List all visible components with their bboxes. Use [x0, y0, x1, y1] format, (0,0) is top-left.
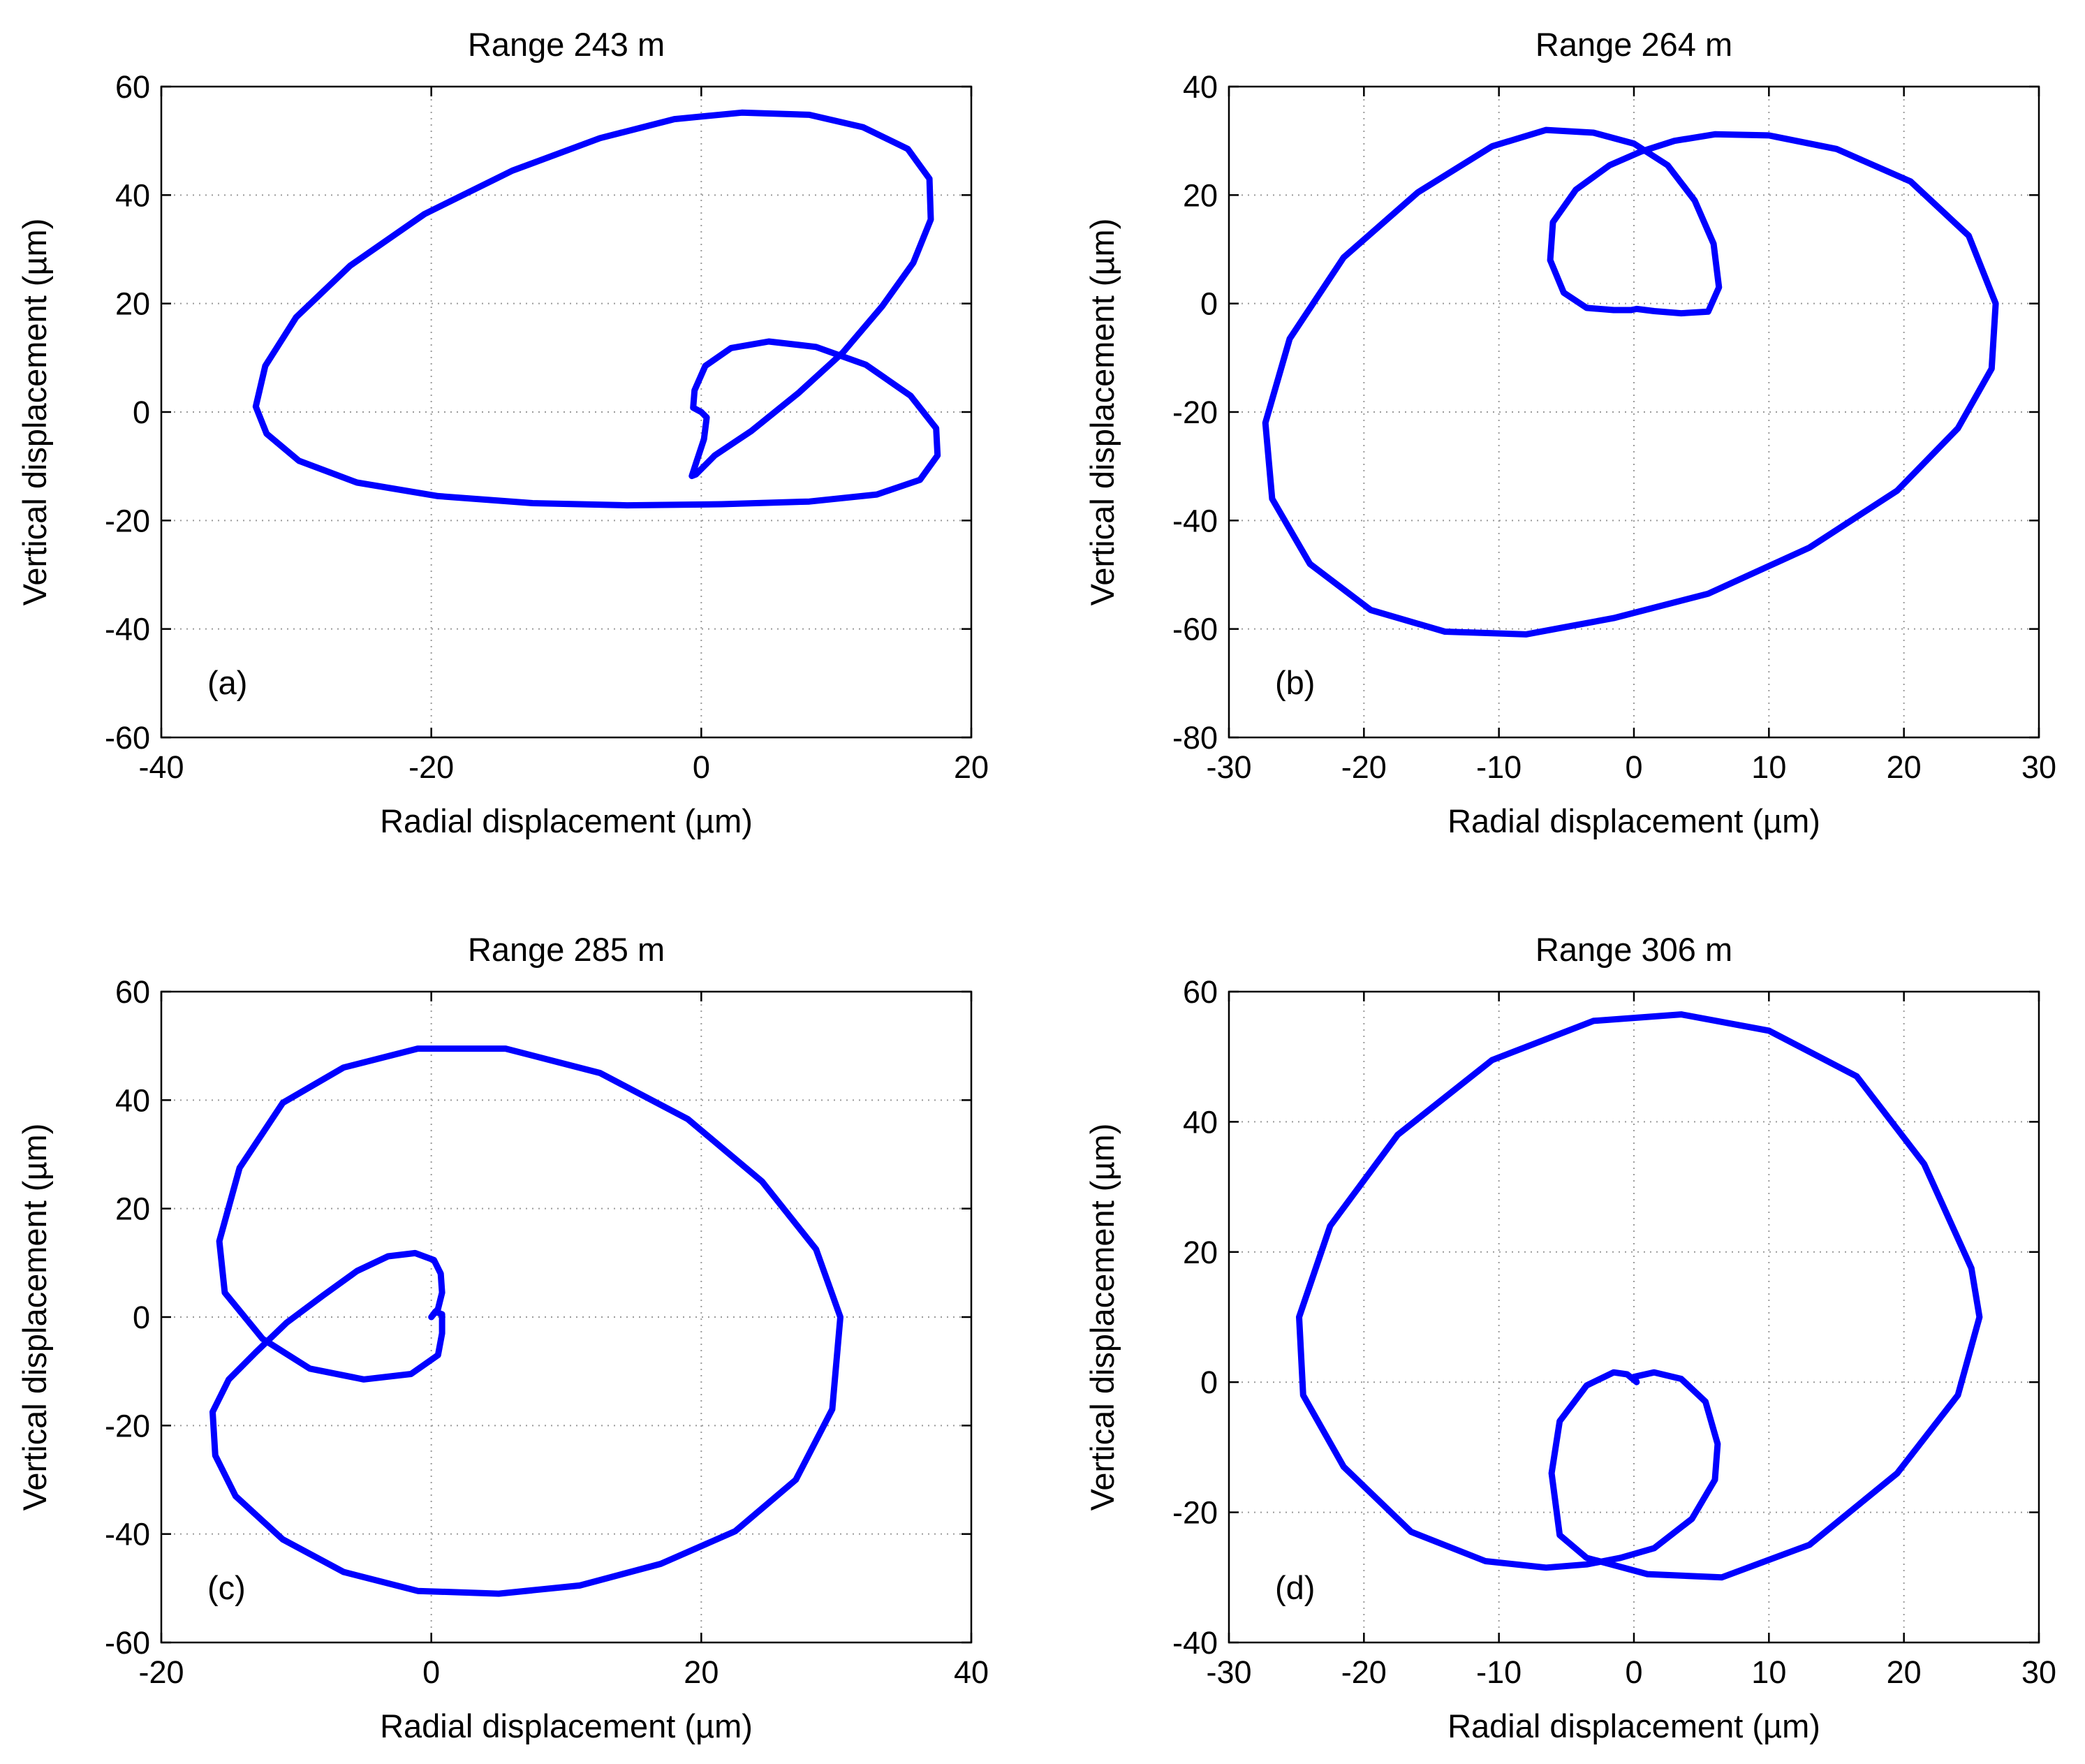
chart-c-title: Range 285 m [468, 931, 665, 968]
chart-b-xtick-label-3: 0 [1625, 749, 1642, 785]
chart-c-xtick-label-3: 40 [954, 1654, 989, 1690]
chart-b-ytick-label-1: -60 [1172, 612, 1218, 647]
chart-d-xtick-label-5: 20 [1887, 1654, 1922, 1690]
chart-b-ylabel: Vertical displacement (µm) [1084, 219, 1121, 606]
chart-d-ytick-label-2: 0 [1200, 1365, 1218, 1400]
chart-d-xtick-label-2: -10 [1476, 1654, 1522, 1690]
chart-c-ytick-label-0: -60 [105, 1625, 150, 1661]
chart-d-xtick-label-1: -20 [1341, 1654, 1387, 1690]
chart-d-ytick-label-5: 60 [1183, 974, 1218, 1010]
chart-c-series-line-0 [209, 1045, 843, 1597]
chart-a-ytick-label-3: 0 [133, 395, 150, 430]
chart-c-ytick-label-4: 20 [115, 1191, 150, 1227]
chart-d-ytick-label-0: -40 [1172, 1625, 1218, 1661]
chart-a-xtick-label-1: -20 [408, 749, 454, 785]
chart-b-ytick-label-5: 20 [1183, 177, 1218, 213]
chart-d-panel-label: (d) [1275, 1569, 1315, 1606]
chart-d-title: Range 306 m [1535, 931, 1732, 968]
chart-b-xtick-label-2: -10 [1476, 749, 1522, 785]
chart-d-xtick-label-0: -30 [1206, 1654, 1251, 1690]
chart-b-panel-label: (b) [1275, 664, 1315, 701]
chart-d-ylabel: Vertical displacement (µm) [1084, 1124, 1121, 1511]
chart-a-title: Range 243 m [468, 26, 665, 63]
chart-c-xlabel: Radial displacement (µm) [380, 1707, 753, 1744]
chart-d-series-line-0 [1296, 1011, 1983, 1581]
chart-a-ylabel: Vertical displacement (µm) [16, 219, 53, 606]
chart-b-ytick-label-3: -20 [1172, 395, 1218, 430]
chart-d-xlabel: Radial displacement (µm) [1447, 1707, 1820, 1744]
chart-a-ytick-label-4: 20 [115, 286, 150, 322]
chart-b-xtick-label-0: -30 [1206, 749, 1251, 785]
chart-b-xtick-label-5: 20 [1887, 749, 1922, 785]
chart-a-ytick-label-6: 60 [115, 69, 150, 105]
chart-b-xtick-label-4: 10 [1751, 749, 1786, 785]
chart-d-xtick-label-4: 10 [1751, 1654, 1786, 1690]
chart-a-ytick-label-2: -20 [105, 503, 150, 538]
chart-c-xtick-label-0: -20 [138, 1654, 184, 1690]
chart-b-ytick-label-4: 0 [1200, 286, 1218, 322]
chart-d-ytick-label-1: -20 [1172, 1495, 1218, 1531]
chart-a-xtick-label-3: 20 [954, 749, 989, 785]
chart-b-ytick-label-0: -80 [1172, 720, 1218, 756]
chart-a-xlabel: Radial displacement (µm) [380, 802, 753, 839]
chart-a-xtick-label-0: -40 [138, 749, 184, 785]
chart-c-ytick-label-6: 60 [115, 974, 150, 1010]
chart-c-xtick-label-1: 0 [422, 1654, 440, 1690]
chart-a-panel-label: (a) [207, 664, 247, 701]
chart-d-ytick-label-3: 20 [1183, 1235, 1218, 1270]
chart-c-ytick-label-3: 0 [133, 1300, 150, 1335]
chart-a-ytick-label-5: 40 [115, 177, 150, 213]
chart-b-xtick-label-6: 30 [2021, 749, 2056, 785]
chart-c-ylabel: Vertical displacement (µm) [16, 1124, 53, 1511]
chart-b-ytick-label-6: 40 [1183, 69, 1218, 105]
chart-b-xtick-label-1: -20 [1341, 749, 1387, 785]
chart-b-title: Range 264 m [1535, 26, 1732, 63]
chart-a-ytick-label-1: -40 [105, 612, 150, 647]
panel-b: -30 -20 -10 0 10 20 30 -80 -60 -40 -20 0 20 40 Range 2… [1084, 26, 2056, 839]
chart-a-ytick-label-0: -60 [105, 720, 150, 756]
chart-c-panel-label: (c) [207, 1569, 246, 1606]
chart-c-ytick-label-2: -20 [105, 1408, 150, 1443]
panel-d: -30 -20 -10 0 10 20 30 -40 -20 0 20 40 60 Range 306 m… [1084, 931, 2056, 1744]
chart-d-ytick-label-4: 40 [1183, 1104, 1218, 1140]
chart-b-xlabel: Radial displacement (µm) [1447, 802, 1820, 839]
chart-b-ytick-label-2: -40 [1172, 503, 1218, 538]
chart-c-xtick-label-2: 20 [684, 1654, 719, 1690]
chart-c-ytick-label-5: 40 [115, 1082, 150, 1118]
chart-d-xtick-label-6: 30 [2021, 1654, 2056, 1690]
chart-a-xtick-label-2: 0 [693, 749, 710, 785]
chart-b-series-line-0 [1262, 126, 1999, 638]
panel-c: -20 0 20 40 -60 -40 -20 0 20 40 60 Range 285 m Radia… [16, 931, 989, 1744]
chart-d-xtick-label-3: 0 [1625, 1654, 1642, 1690]
chart-a-series-line-0 [252, 109, 941, 509]
chart-c-ytick-label-1: -40 [105, 1517, 150, 1552]
